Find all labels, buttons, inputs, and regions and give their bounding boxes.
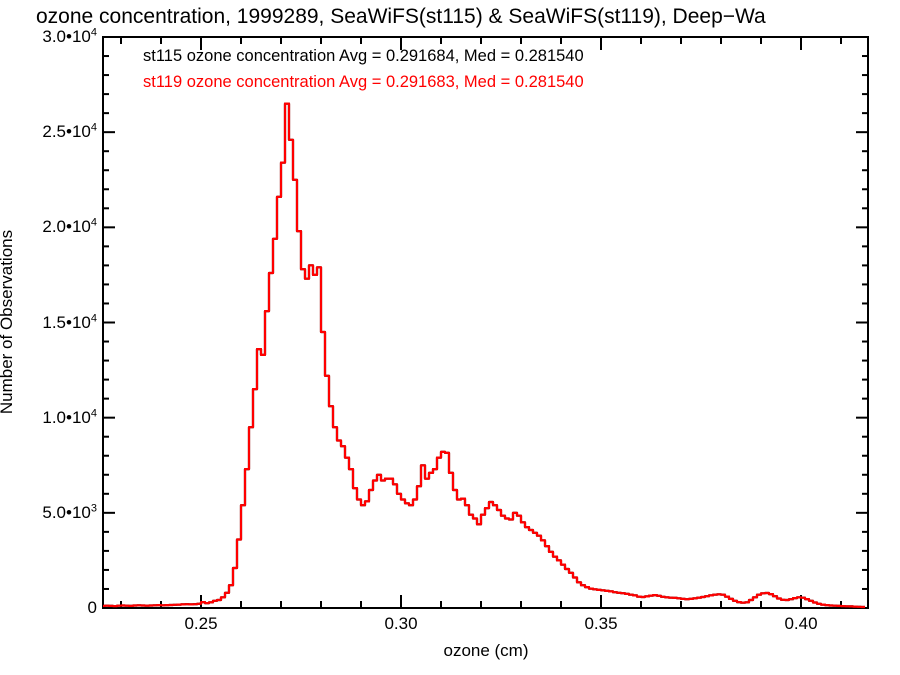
x-tick-label: 0.30 <box>384 614 418 633</box>
y-tick-label: 3.0•104 <box>42 26 97 46</box>
y-tick-label: 0 <box>87 598 97 617</box>
st115-histogram-curve <box>103 102 865 609</box>
x-tick-label: 0.40 <box>784 614 818 633</box>
st119-histogram-curve <box>103 102 865 609</box>
x-tick-label: 0.25 <box>184 614 218 633</box>
y-tick-label: 2.5•104 <box>42 121 97 142</box>
x-tick-label: 0.35 <box>584 614 618 633</box>
y-tick-label: 5.0•103 <box>42 502 97 522</box>
chart-title: ozone concentration, 1999289, SeaWiFS(st… <box>36 5 766 28</box>
legend-entry-st115: st115 ozone concentration Avg = 0.291684… <box>143 47 584 65</box>
legend-entry-st119: st119 ozone concentration Avg = 0.291683… <box>143 73 584 91</box>
x-axis-title: ozone (cm) <box>443 641 529 660</box>
y-tick-label: 2.0•104 <box>42 216 97 237</box>
y-tick-label: 1.5•104 <box>42 311 97 332</box>
y-axis-title: Number of Observations <box>0 229 16 415</box>
y-tick-label: 1.0•104 <box>42 407 97 427</box>
axis-ticks <box>104 38 867 607</box>
plot-frame <box>102 36 869 609</box>
